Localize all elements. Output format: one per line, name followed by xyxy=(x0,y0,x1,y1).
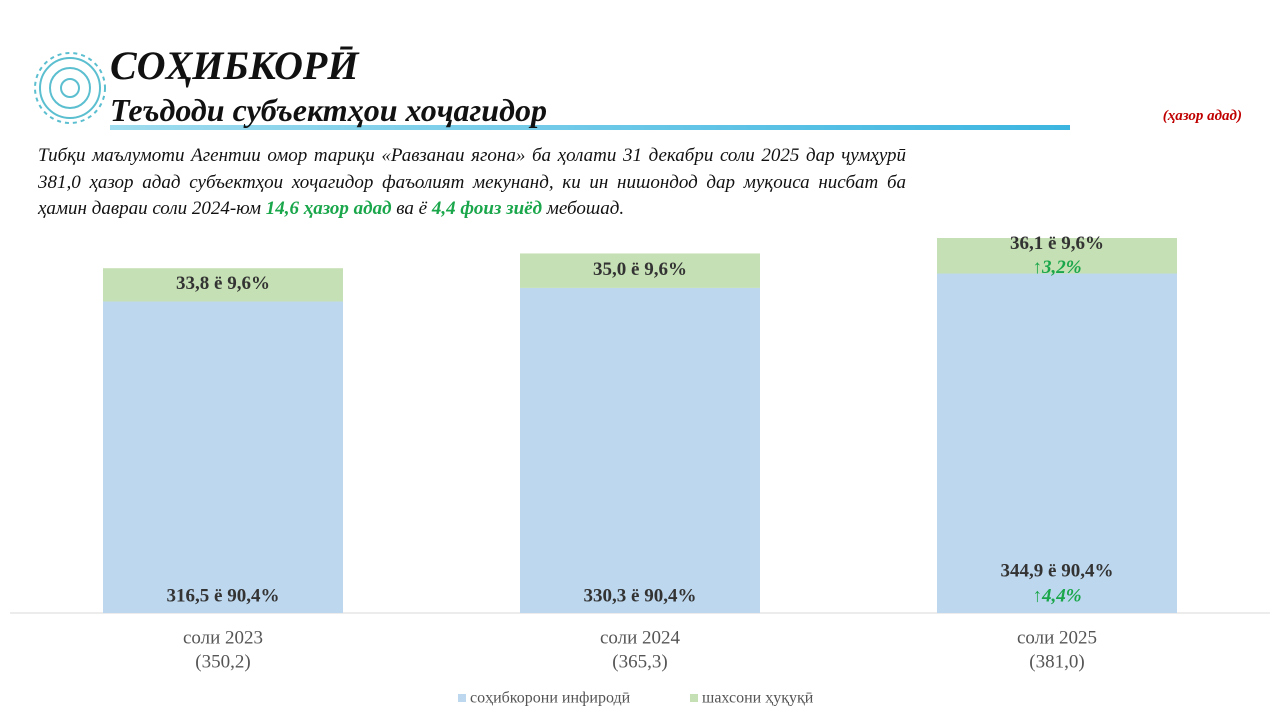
text: Тибқи маълумоти Агентии омор тариқи «Рав… xyxy=(38,145,906,219)
description: Тибқи маълумоти Агентии омор тариқи «Рав… xyxy=(38,143,906,223)
text: ва ё xyxy=(391,198,432,219)
x-tick-label: соли 2023 xyxy=(183,627,263,648)
bar-segment xyxy=(937,273,1177,613)
bar-segment xyxy=(103,301,343,613)
category-total: (365,3) xyxy=(612,651,667,672)
subtitle: Теъдоди субъектҳои хоҷагидор xyxy=(110,92,547,128)
bar-segment xyxy=(937,238,1177,274)
value-label: 35,0 ё 9,6% xyxy=(593,259,687,280)
value-label: 330,3 ё 90,4% xyxy=(584,585,697,606)
bar-segment xyxy=(520,253,760,288)
value-label: 316,5 ё 90,4% xyxy=(167,585,280,606)
bar-segment xyxy=(520,287,760,613)
value-label: 36,1 ё 9,6% xyxy=(1010,233,1104,254)
highlight-text: 14,6 ҳазор адад xyxy=(265,198,392,219)
growth-label: ↑3,2% xyxy=(1032,257,1081,278)
bar-segment xyxy=(103,268,343,302)
x-tick-label: соли 2025 xyxy=(1017,627,1097,648)
legend-swatch xyxy=(690,694,698,702)
legend-swatch xyxy=(458,694,466,702)
category-total: (381,0) xyxy=(1029,651,1084,672)
value-label: 344,9 ё 90,4% xyxy=(1001,560,1114,581)
text: мебошад. xyxy=(542,198,625,219)
title: СОҲИБКОРӢ xyxy=(110,43,359,88)
ornament xyxy=(34,52,106,124)
unit-label: (ҳазор адад) xyxy=(1162,108,1242,124)
title-underline xyxy=(110,125,1070,130)
legend-label: соҳибкорони инфиродӣ xyxy=(470,690,631,707)
x-tick-label: соли 2024 xyxy=(600,627,681,648)
legend-label: шахсони ҳуқуқӣ xyxy=(702,690,814,707)
category-total: (350,2) xyxy=(195,651,250,672)
growth-label: ↑4,4% xyxy=(1032,585,1081,606)
value-label: 33,8 ё 9,6% xyxy=(176,273,270,294)
highlight-text: 4,4 фоиз зиёд xyxy=(431,198,542,219)
